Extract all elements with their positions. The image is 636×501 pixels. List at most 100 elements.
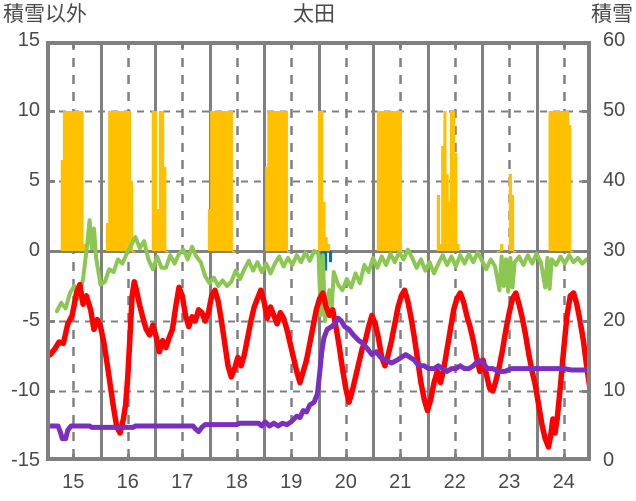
bar-positive-orange-bar <box>278 111 282 251</box>
bar-positive-orange-bar <box>456 244 460 251</box>
bar-positive-orange-bar <box>400 251 405 253</box>
x-axis-ticks: 15 16 17 18 19 20 21 22 23 24 <box>0 466 636 501</box>
line-purple <box>47 315 591 442</box>
y-left-tick-label: 5 <box>28 169 40 191</box>
bar-positive-orange-bar <box>218 111 222 251</box>
bar-positive-orange-bar <box>284 111 288 251</box>
bar-positive-orange-bar <box>555 111 559 251</box>
bar-positive-orange-bar <box>161 111 165 251</box>
y-left-tick-label: 15 <box>17 29 40 51</box>
bar-positive-orange-bar <box>273 111 278 251</box>
y-axis-left-ticks: 15 10 5 0 -5 -10 -15 <box>0 0 40 501</box>
bar-positive-orange-bar <box>394 111 398 251</box>
bar-positive-orange-bar <box>561 111 565 251</box>
bar-positive-orange-bar <box>73 111 78 251</box>
bar-positive-orange-bar <box>223 111 227 251</box>
bar-positive-orange-bar <box>214 111 218 251</box>
bar-positive-orange-bar <box>231 251 236 253</box>
y-left-tick-label: 0 <box>28 239 40 261</box>
bar-positive-orange-bar <box>105 223 110 251</box>
bar-positive-orange-bar <box>510 195 515 251</box>
left-axis-title: 積雪以外 <box>3 3 87 26</box>
bar-positive-orange-bar <box>280 111 284 251</box>
bar-positive-orange-bar <box>112 111 116 251</box>
bar-positive-orange-bar <box>447 202 451 251</box>
bar-positive-orange-bar <box>568 125 572 251</box>
bar-negative-blue-bar <box>323 251 328 271</box>
x-tick-label: 16 <box>116 471 139 493</box>
x-tick-label: 19 <box>280 471 303 493</box>
line-red <box>47 279 591 450</box>
bar-positive-orange-bar <box>121 111 125 251</box>
bar-positive-orange-bar <box>114 111 118 251</box>
bar-positive-orange-bar <box>454 153 458 251</box>
y-right-tick-label: 30 <box>603 239 626 261</box>
bar-positive-orange-bar <box>110 111 114 251</box>
bar-positive-orange-bar <box>436 195 440 251</box>
bar-positive-orange-bar <box>385 111 389 251</box>
x-tick-label: 20 <box>334 471 357 493</box>
bar-positive-orange-bar <box>62 111 67 251</box>
bar-positive-orange-bar <box>570 251 574 253</box>
bar-positive-orange-bar <box>69 111 73 251</box>
y-right-tick-label: 0 <box>603 449 615 471</box>
x-tick-label: 15 <box>62 471 85 493</box>
axis-tickmarks <box>46 41 591 461</box>
bar-positive-orange-bar <box>127 111 131 251</box>
bar-positive-orange-bar <box>269 111 273 251</box>
bar-positive-orange-bar <box>163 167 167 251</box>
bar-positive-orange-bar <box>276 111 280 251</box>
x-tick-label: 23 <box>498 471 521 493</box>
bar-positive-orange-bar <box>125 111 129 251</box>
bar-positive-orange-bar <box>129 181 134 251</box>
bar-positive-orange-bar <box>216 111 220 251</box>
bar-negative-blue-bar <box>328 251 333 263</box>
bar-positive-orange-bar <box>82 244 86 251</box>
bar-positive-orange-bar <box>265 167 269 251</box>
bar-positive-orange-bar <box>550 111 554 251</box>
bar-series <box>60 111 574 271</box>
bar-positive-orange-bar <box>496 251 500 253</box>
bar-positive-orange-bar <box>557 111 561 251</box>
x-tick-label: 24 <box>552 471 575 493</box>
bar-positive-orange-bar <box>227 111 231 251</box>
bar-positive-orange-bar <box>452 111 456 251</box>
bar-positive-orange-bar <box>225 111 229 251</box>
y-axis-right-ticks: 60 50 40 30 20 10 0 <box>597 0 636 501</box>
bar-positive-orange-bar <box>132 251 136 253</box>
bar-positive-orange-bar <box>286 251 291 253</box>
bar-positive-orange-bar <box>392 111 396 251</box>
bar-positive-orange-bar <box>513 251 517 253</box>
bar-positive-orange-bar <box>123 111 127 251</box>
bar-positive-orange-bar <box>326 244 330 251</box>
bar-positive-orange-bar <box>267 111 271 251</box>
bar-positive-orange-bar <box>379 111 383 251</box>
page-title: 太田 <box>293 3 335 26</box>
bar-positive-orange-bar <box>317 111 322 251</box>
bar-positive-orange-bar <box>548 111 552 251</box>
bar-positive-orange-bar <box>108 111 112 251</box>
bar-positive-orange-bar <box>320 111 324 251</box>
bar-positive-orange-bar <box>443 111 447 251</box>
bar-positive-orange-bar <box>552 111 557 251</box>
bar-positive-orange-bar <box>65 111 69 251</box>
bar-positive-orange-bar <box>500 244 504 251</box>
bar-positive-orange-bar <box>445 174 449 251</box>
line-series <box>47 218 591 450</box>
bar-positive-orange-bar <box>559 111 563 251</box>
bar-positive-orange-bar <box>563 111 567 251</box>
bar-positive-orange-bar <box>116 111 121 251</box>
x-tick-label: 18 <box>225 471 248 493</box>
bar-positive-orange-bar <box>376 111 381 251</box>
bar-positive-orange-bar <box>383 111 387 251</box>
bar-positive-orange-bar <box>60 160 64 251</box>
bar-positive-orange-bar <box>151 111 155 251</box>
plot-area <box>46 41 591 461</box>
y-right-tick-label: 40 <box>603 169 626 191</box>
bar-positive-orange-bar <box>441 146 445 251</box>
bar-positive-orange-bar <box>158 111 163 251</box>
bar-positive-orange-bar <box>381 111 385 251</box>
bar-positive-orange-bar <box>396 111 400 251</box>
bar-positive-orange-bar <box>282 111 286 251</box>
